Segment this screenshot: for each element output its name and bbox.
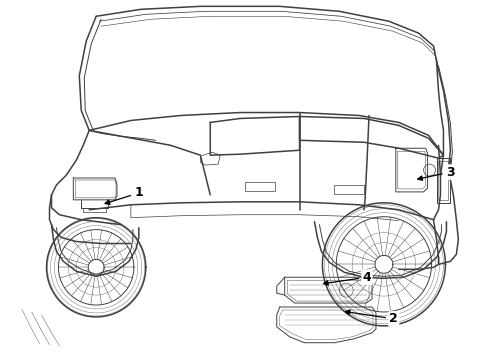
Text: 3: 3: [418, 166, 455, 180]
Text: 4: 4: [323, 271, 371, 285]
Bar: [334, 185, 364, 194]
Text: 1: 1: [105, 186, 143, 204]
Text: 2: 2: [345, 310, 398, 325]
Bar: [245, 182, 275, 191]
Bar: [439, 161, 448, 200]
Bar: [437, 158, 450, 203]
